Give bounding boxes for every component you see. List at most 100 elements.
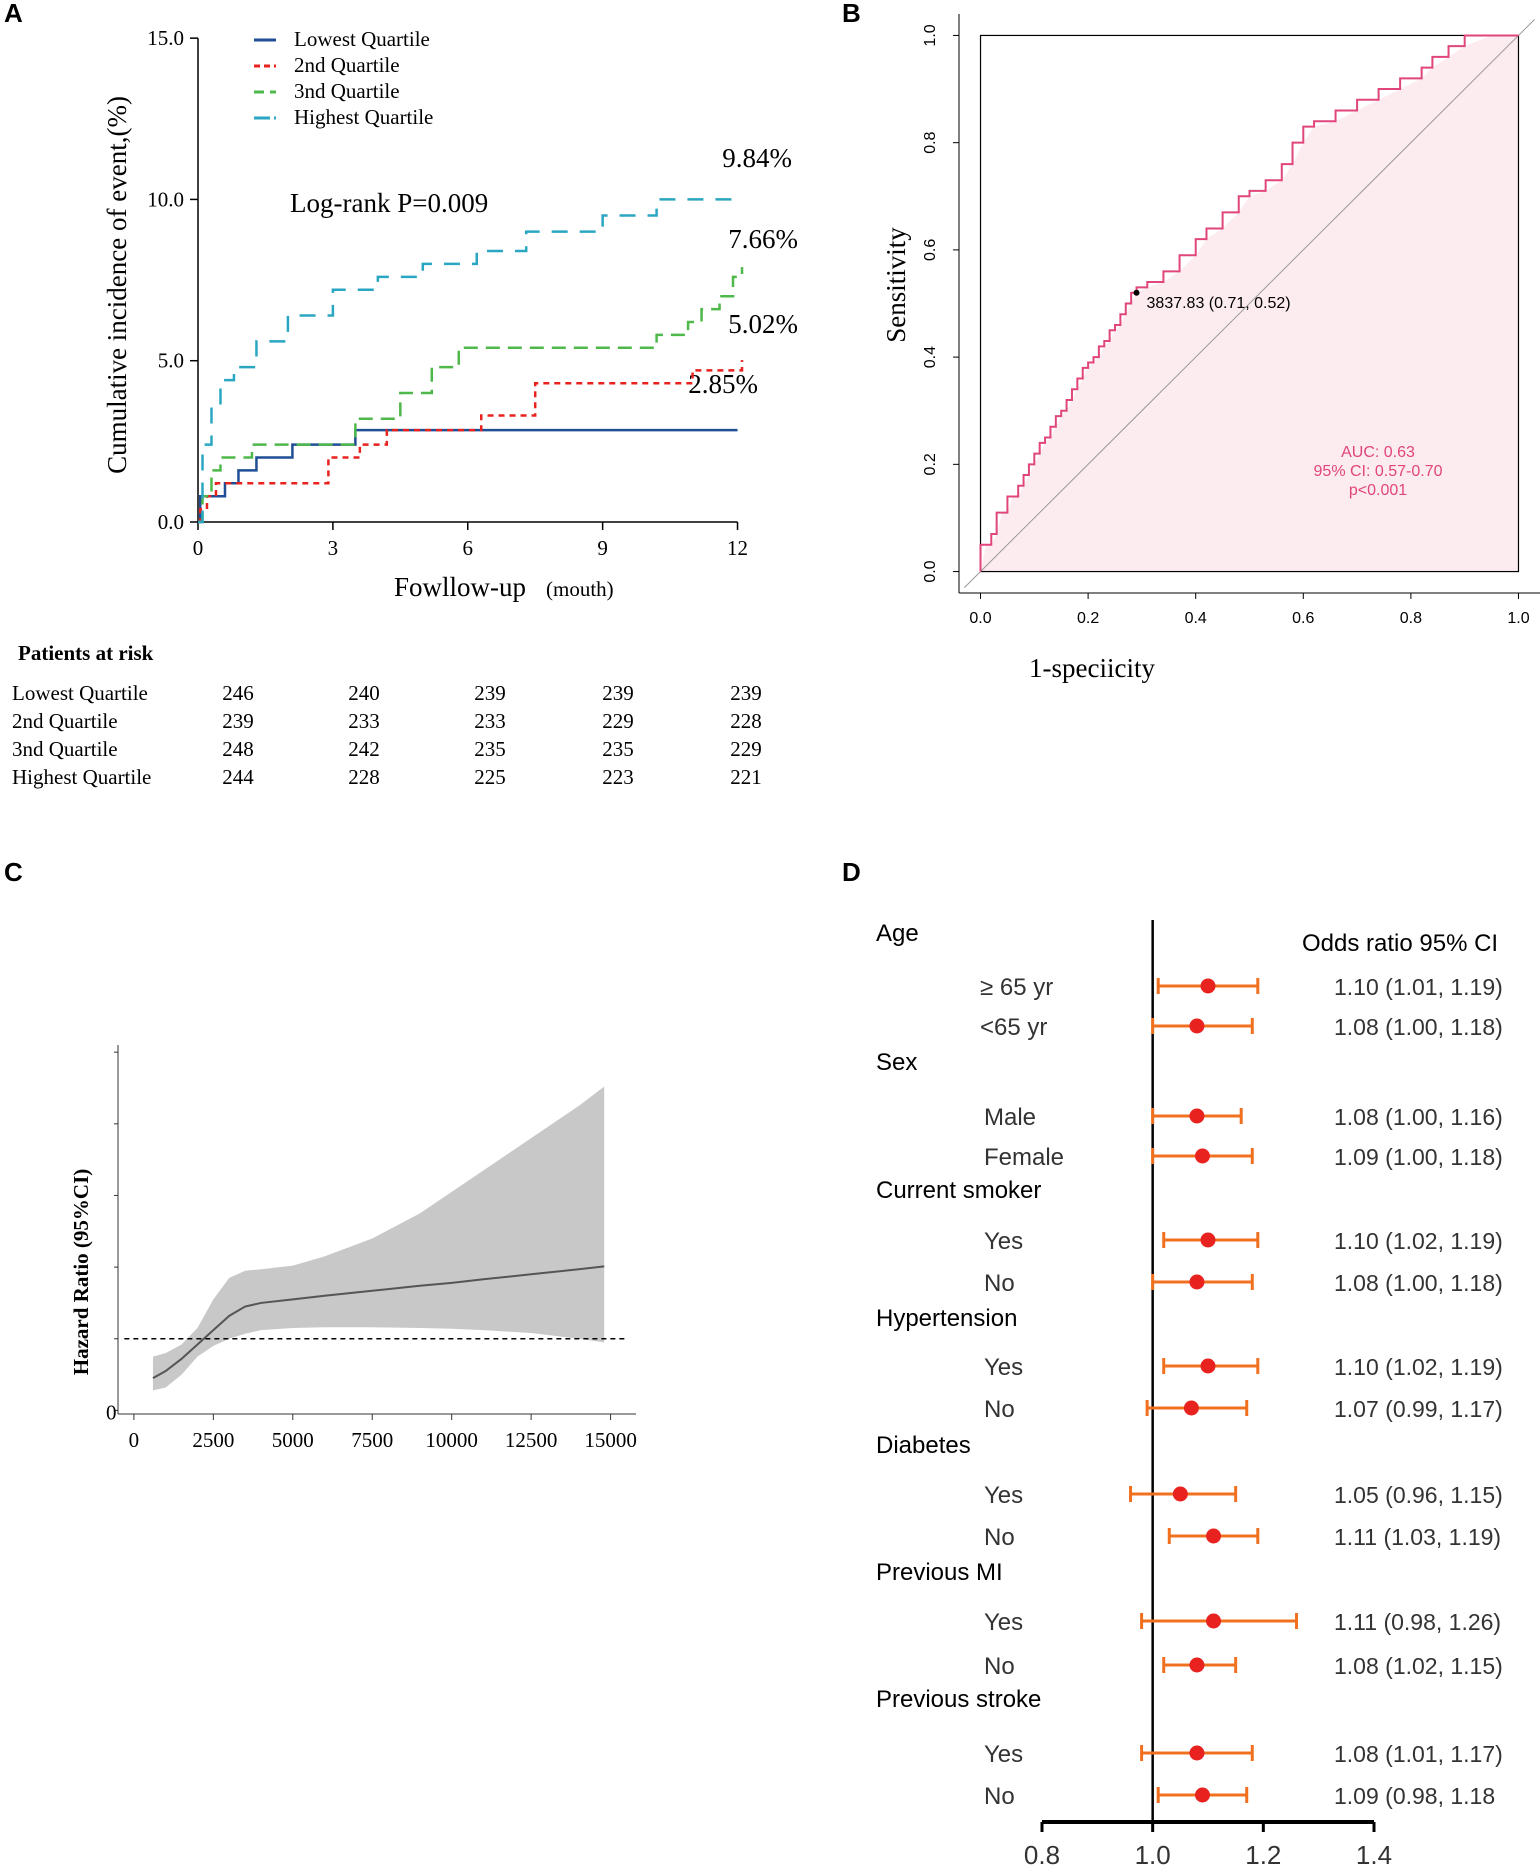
risk-table-cell: 240 [348,681,380,705]
km-series-3-end-label: 7.66% [728,224,798,254]
panel-letter-c: C [4,857,23,887]
spline-ci-band [152,1086,605,1391]
forest-row-label: No [984,1783,1015,1810]
risk-table-cell: 223 [602,765,634,789]
forest-row-label: Yes [984,1482,1023,1509]
forest-row-label: No [984,1653,1015,1680]
forest-row-label: Male [984,1104,1036,1131]
forest-point [1189,1018,1205,1034]
spline-x-tick-label: 12500 [505,1428,558,1452]
km-x-tick-label: 3 [328,536,339,560]
km-chart: 0.0 5.0 10.0 15.0 0 3 6 9 12 2.85% 5.02% 7.66% 9.84… [12,26,798,789]
forest-group-label: Age [876,920,919,947]
km-axes: 0.0 5.0 10.0 15.0 0 3 6 9 12 [147,26,748,560]
roc-auc-text: AUC: 0.63 [1341,444,1415,461]
risk-table-title: Patients at risk [18,641,154,665]
km-series-4-line [198,198,743,524]
forest-or-text: 1.09 (0.98, 1.18 [1334,1783,1495,1809]
forest-or-text: 1.08 (1.01, 1.17) [1334,1741,1503,1767]
spline-x-tick-label: 10000 [425,1428,478,1452]
spline-x-tick-label: 7500 [351,1428,393,1452]
risk-table-row-label: 2nd Quartile [12,709,118,733]
forest-plot: Age ≥ 65 yr 1.10 (1.01, 1.19) <65 yr 1.08 (1… [876,920,1503,1870]
km-x-axis-unit: (mouth) [546,577,614,601]
roc-y-tick-label: 0.2 [922,453,939,475]
forest-point [1206,1528,1222,1544]
forest-or-text: 1.05 (0.96, 1.15) [1334,1482,1503,1508]
roc-x-tick-label: 0.0 [969,610,991,627]
forest-row-label: Female [984,1144,1064,1171]
km-y-axis-label: Cumulative incidence of event,(%) [102,96,132,474]
roc-curve [979,34,1519,572]
forest-or-text: 1.08 (1.02, 1.15) [1334,1653,1503,1679]
roc-y-tick-label: 0.0 [922,560,939,582]
forest-point [1189,1745,1205,1761]
forest-point [1200,1232,1216,1248]
spline-x-tick-label: 2500 [192,1428,234,1452]
risk-table-cell: 239 [602,681,634,705]
roc-plot: 0.0 0.2 0.4 0.6 0.8 1.0 0.0 0.2 0.4 0.6 0.8 1.0 3837… [922,14,1540,627]
risk-table-cell: 225 [474,765,506,789]
km-series-2-end-label: 5.02% [728,309,798,339]
km-x-tick-label: 6 [463,536,474,560]
risk-table-cell: 242 [348,737,380,761]
roc-frame [979,34,1520,573]
risk-table-cell: 228 [348,765,380,789]
roc-x-tick-label: 1.0 [1507,610,1529,627]
forest-row-label: No [984,1396,1015,1423]
forest-x-tick-label: 0.8 [1024,1840,1060,1870]
legend-label-1: Lowest Quartile [294,27,430,51]
km-series-4-end-label: 9.84% [722,143,792,173]
forest-or-text: 1.08 (1.00, 1.18) [1334,1014,1503,1040]
roc-x-axis-label: 1-speciicity [1029,653,1155,683]
km-series-1-end-label: 2.85% [688,369,758,399]
risk-table-row-label: Lowest Quartile [12,681,148,705]
risk-table-cell: 246 [222,681,254,705]
roc-y-tick-label: 0.6 [922,239,939,261]
risk-table-cell: 229 [602,709,634,733]
forest-plot-area: Age ≥ 65 yr 1.10 (1.01, 1.19) <65 yr 1.08 (1… [876,920,1503,1870]
forest-point [1189,1108,1205,1124]
roc-x-tick-label: 0.8 [1400,610,1422,627]
forest-point [1200,1358,1216,1374]
forest-group-label: Previous stroke [876,1686,1041,1713]
forest-or-text: 1.10 (1.01, 1.19) [1334,974,1503,1000]
roc-diagonal-line [964,19,1535,588]
forest-point [1200,978,1216,994]
forest-row-label: Yes [984,1354,1023,1381]
spline-plot: 0 2500 5000 7500 10000 12500 15000 0 [106,1045,637,1452]
forest-group-label: Hypertension [876,1305,1017,1332]
forest-x-tick-label: 1.2 [1245,1840,1281,1870]
legend-label-3: 3nd Quartile [294,79,400,103]
roc-y-tick-label: 0.8 [922,131,939,153]
risk-table-cell: 239 [222,709,254,733]
km-x-tick-label: 9 [597,536,608,560]
forest-or-text: 1.11 (1.03, 1.19) [1334,1524,1501,1550]
forest-or-text: 1.10 (1.02, 1.19) [1334,1354,1503,1380]
roc-x-tick-label: 0.4 [1185,610,1207,627]
roc-cutoff-point [1133,289,1140,296]
forest-point [1183,1400,1199,1416]
forest-point [1189,1657,1205,1673]
km-series: 2.85% 5.02% 7.66% 9.84% [198,143,798,524]
risk-table-cell: 221 [730,765,762,789]
forest-row-label: Yes [984,1741,1023,1768]
forest-point [1206,1613,1222,1629]
forest-or-text: 1.08 (1.00, 1.18) [1334,1270,1503,1296]
km-y-tick-label: 5.0 [158,349,184,373]
forest-point [1189,1274,1205,1290]
forest-or-text: 1.07 (0.99, 1.17) [1334,1396,1503,1422]
risk-table-cell: 248 [222,737,254,761]
spline-x-tick-label: 5000 [272,1428,314,1452]
forest-point [1194,1787,1210,1803]
forest-row-label: ≥ 65 yr [980,974,1053,1001]
roc-cutoff-label: 3837.83 (0.71, 0.52) [1147,295,1291,312]
roc-auc-text: 95% CI: 0.57-0.70 [1314,463,1443,480]
risk-table-cell: 233 [348,709,380,733]
forest-x-tick-label: 1.4 [1356,1840,1392,1870]
forest-row-label: Yes [984,1228,1023,1255]
spline-curve [152,1265,605,1380]
panel-letter-d: D [842,857,861,887]
